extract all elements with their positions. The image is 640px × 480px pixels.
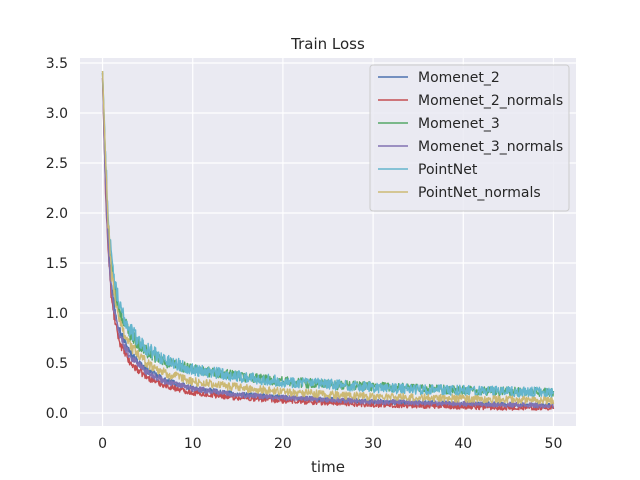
y-tick-label: 2.5 [46,156,68,172]
x-tick-label: 20 [274,436,292,452]
chart-title: Train Loss [290,35,365,53]
y-tick-label: 3.0 [46,106,68,122]
x-tick-label: 30 [364,436,382,452]
y-axis-ticks: 0.0 0.5 1.0 1.5 2.0 2.5 3.0 3.5 [46,56,68,422]
y-tick-label: 2.0 [46,206,68,222]
legend-label: Momenet_2_normals [418,93,563,109]
x-axis-ticks: 0 10 20 30 40 50 [98,436,562,452]
series-line-momenet-3-normals [101,77,555,409]
legend: Momenet_2 Momenet_2_normals Momenet_3 Momen… [369,64,570,212]
legend-label: PointNet [418,162,478,178]
legend-label: Momenet_2 [418,70,500,86]
legend-label: Momenet_3_normals [418,139,563,155]
x-axis-title: time [311,458,345,476]
x-tick-label: 10 [184,436,202,452]
legend-label: PointNet_normals [418,185,541,201]
x-tick-label: 40 [454,436,472,452]
legend-label: Momenet_3 [418,116,500,132]
y-tick-label: 0.5 [46,356,68,372]
series-line-pointnet-normals [101,70,555,405]
series-line-pointnet [101,70,555,399]
x-tick-label: 50 [545,436,563,452]
y-tick-label: 1.5 [46,256,68,272]
series-lines [101,70,555,411]
x-tick-label: 0 [98,436,107,452]
y-tick-label: 1.0 [46,306,68,322]
legend-box [369,64,570,212]
y-tick-label: 0.0 [46,406,68,422]
y-tick-label: 3.5 [46,56,68,72]
